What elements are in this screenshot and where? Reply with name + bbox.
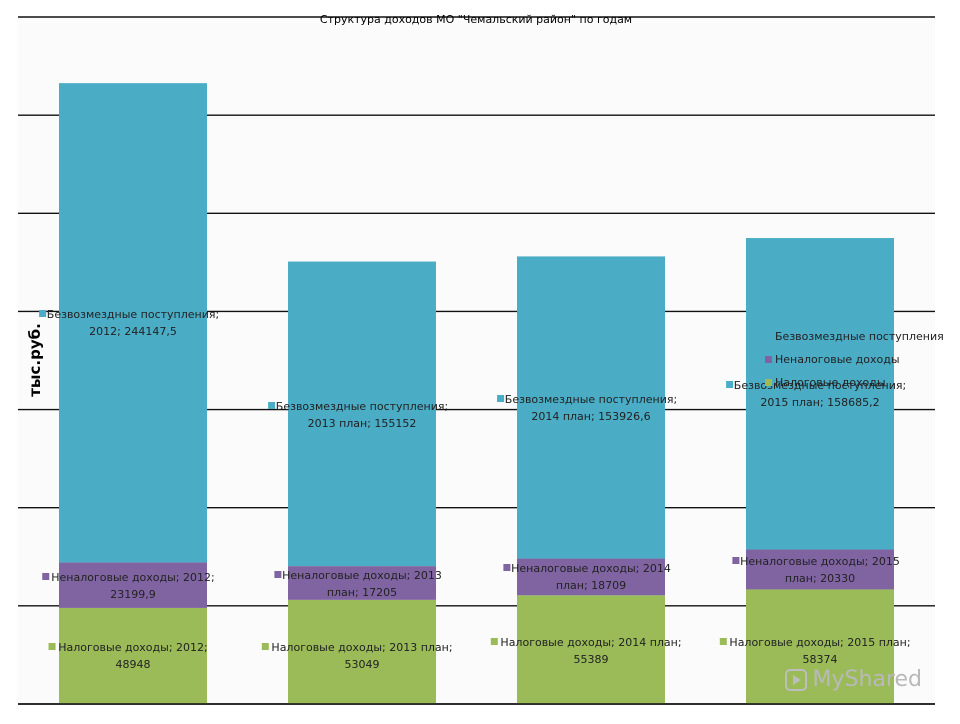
legend-marker-icon — [503, 564, 511, 571]
bar-segment-1-1 — [288, 566, 436, 600]
legend-marker-icon — [274, 571, 282, 578]
watermark: MyShared — [784, 667, 922, 692]
data-label-nontax-0-line: 23199,9 — [110, 588, 156, 601]
data-label-tax-3-line: Налоговые доходы; 2015 план; — [729, 636, 910, 649]
legend-swatch-icon — [765, 356, 772, 363]
data-label-grants-0-line: Безвозмездные поступления; — [47, 308, 219, 321]
data-label-tax-3: Налоговые доходы; 2015 план; 58374 — [719, 636, 911, 666]
legend-marker-icon — [726, 381, 734, 388]
legend-entry: Налоговые доходы — [775, 376, 886, 389]
data-label-nontax-2: Неналоговые доходы; 2014 план; 18709 — [503, 562, 671, 592]
chart-title: Структура доходов МО "Чемальский район" … — [320, 13, 632, 26]
data-label-nontax-1-line: Неналоговые доходы; 2013 — [282, 569, 442, 582]
bar-segment-1-3 — [746, 549, 894, 590]
legend-swatch-icon — [765, 379, 772, 386]
data-label-grants-1-line: 2013 план; 155152 — [308, 417, 417, 430]
data-label-tax-0-line: 48948 — [116, 658, 151, 671]
bar-segment-0-3 — [746, 589, 894, 704]
data-label-nontax-0: Неналоговые доходы; 2012; 23199,9 — [42, 571, 215, 601]
bar-segment-1-2 — [517, 558, 665, 596]
data-label-grants-2-line: Безвозмездные поступления; — [505, 393, 677, 406]
legend-marker-icon — [39, 310, 47, 317]
play-icon — [784, 668, 807, 691]
legend-marker-icon — [497, 395, 505, 402]
legend-marker-icon — [268, 402, 276, 409]
bar-segment-2-0 — [59, 83, 207, 563]
bar-segment-0-2 — [517, 595, 665, 704]
data-label-nontax-3-line: Неналоговые доходы; 2015 — [740, 555, 900, 568]
bar-segment-2-3 — [746, 238, 894, 550]
data-label-grants-3-line: 2015 план; 158685,2 — [760, 396, 879, 409]
data-label-nontax-3: Неналоговые доходы; 2015 план; 20330 — [732, 555, 900, 585]
data-label-grants-1-line: Безвозмездные поступления; — [276, 400, 448, 413]
data-label-nontax-0-line: Неналоговые доходы; 2012; — [51, 571, 214, 584]
data-label-tax-1: Налоговые доходы; 2013 план; 53049 — [261, 641, 453, 671]
data-label-tax-3-line: 58374 — [803, 653, 838, 666]
data-label-tax-0-line: Налоговые доходы; 2012; — [58, 641, 207, 654]
data-label-grants-2: Безвозмездные поступления; 2014 план; 153… — [497, 393, 677, 423]
y-axis-label: тыс.руб. — [26, 323, 44, 397]
data-label-grants-3-line: Безвозмездные поступления; — [734, 379, 906, 392]
legend-swatch-icon — [765, 333, 772, 340]
legend-marker-icon — [732, 557, 740, 564]
bar-segment-2-2 — [517, 256, 665, 559]
data-label-nontax-2-line: план; 18709 — [556, 579, 626, 592]
legend-marker-icon — [490, 638, 498, 645]
data-label-tax-2: Налоговые доходы; 2014 план; 55389 — [490, 636, 682, 666]
data-label-tax-2-line: Налоговые доходы; 2014 план; — [500, 636, 681, 649]
data-label-grants-0-line: 2012; 244147,5 — [89, 325, 177, 338]
data-label-nontax-1: Неналоговые доходы; 2013 план; 17205 — [274, 569, 442, 599]
bar-segment-1-0 — [59, 562, 207, 608]
data-label-grants-0: Безвозмездные поступления; 2012; 244147,5 — [39, 308, 219, 338]
data-label-nontax-1-line: план; 17205 — [327, 586, 397, 599]
data-label-grants-1: Безвозмездные поступления; 2013 план; 155… — [268, 400, 448, 430]
legend-entry: Безвозмездные поступления — [775, 330, 944, 343]
watermark-text: MyShared — [812, 667, 922, 692]
bar-segment-0-0 — [59, 607, 207, 704]
bar-segment-0-1 — [288, 599, 436, 704]
legend-entry: Неналоговые доходы — [775, 353, 900, 366]
data-label-grants-3: Безвозмездные поступления; 2015 план; 158… — [726, 379, 906, 409]
data-label-tax-2-line: 55389 — [574, 653, 609, 666]
data-label-tax-0: Налоговые доходы; 2012; 48948 — [48, 641, 208, 671]
legend-marker-icon — [719, 638, 727, 645]
data-label-nontax-3-line: план; 20330 — [785, 572, 855, 585]
legend-marker-icon — [48, 643, 56, 650]
data-label-tax-1-line: 53049 — [345, 658, 380, 671]
legend-marker-icon — [42, 573, 50, 580]
bar-segment-2-1 — [288, 261, 436, 567]
legend-marker-icon — [261, 643, 269, 650]
data-label-nontax-2-line: Неналоговые доходы; 2014 — [511, 562, 671, 575]
data-label-grants-2-line: 2014 план; 153926,6 — [531, 410, 650, 423]
data-label-tax-1-line: Налоговые доходы; 2013 план; — [271, 641, 452, 654]
